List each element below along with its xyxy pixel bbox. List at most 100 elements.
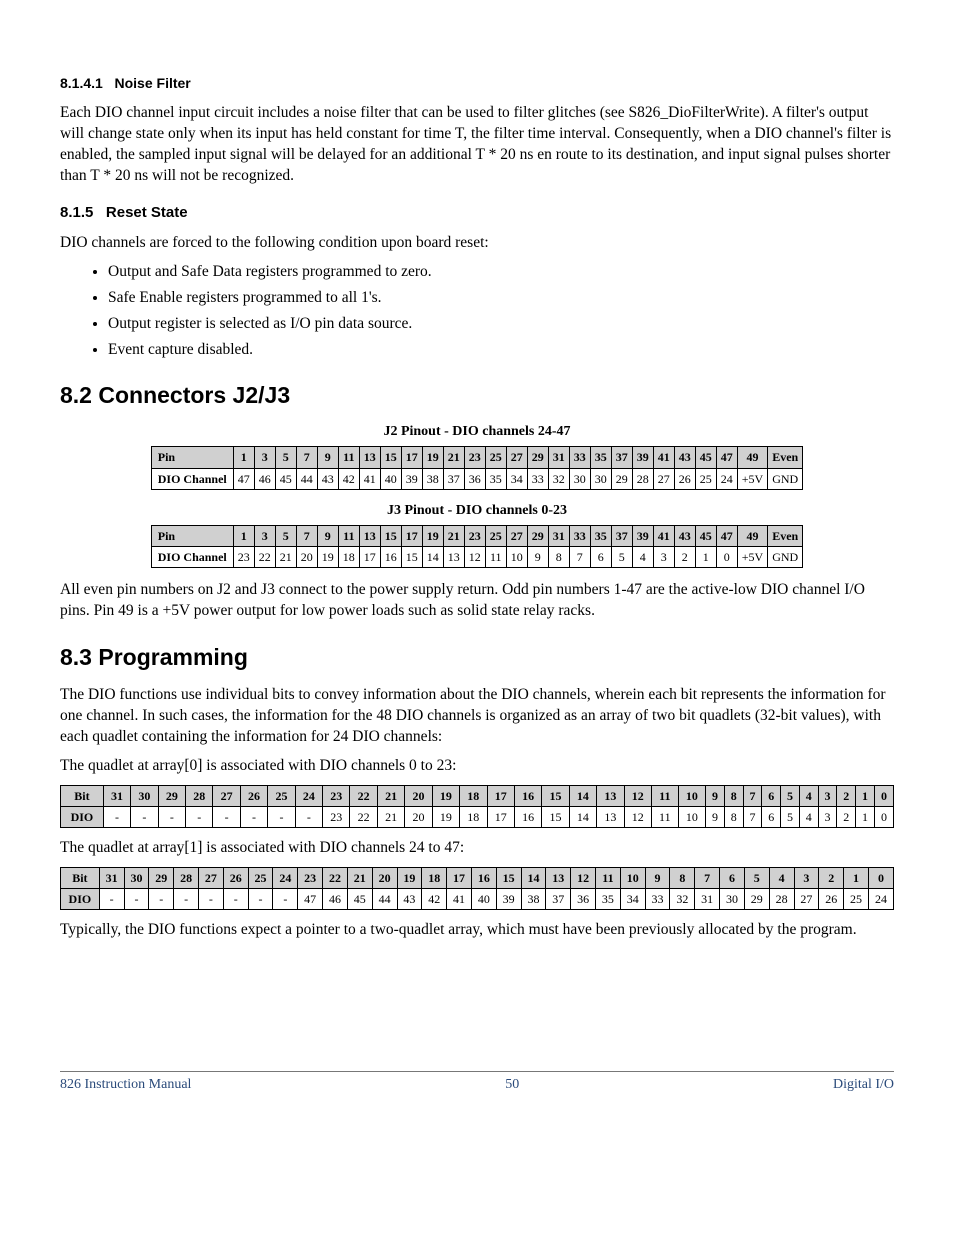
bit-cell: 18 [422,867,447,888]
quad0-caption: The quadlet at array[0] is associated wi… [60,756,894,777]
dio-cell: - [131,806,158,827]
bit-cell: 7 [743,785,762,806]
dio-cell: 23 [233,546,254,567]
section-number: 8.2 [60,382,92,408]
dio-cell: 37 [546,889,571,910]
pin-cell: 11 [338,525,359,546]
bit-cell: 1 [844,867,869,888]
footer-left: 826 Instruction Manual [60,1076,191,1095]
dio-cell: 7 [743,806,762,827]
programming-para1: The DIO functions use individual bits to… [60,685,894,748]
bit-cell: 25 [268,785,295,806]
bit-cell: 13 [597,785,624,806]
dio-cell: 3 [653,546,674,567]
bit-cell: 28 [174,867,199,888]
section-number: 8.3 [60,644,92,670]
dio-cell: 40 [380,468,401,489]
dio-cell: 42 [422,889,447,910]
bit-cell: 1 [856,785,875,806]
bit-cell: 2 [819,867,844,888]
dio-cell: 26 [819,889,844,910]
dio-cell: 3 [818,806,837,827]
dio-cell: 27 [794,889,819,910]
pin-cell: 23 [464,447,485,468]
pin-cell: 45 [695,525,716,546]
pin-cell: 9 [317,525,338,546]
bit-cell: 2 [837,785,856,806]
dio-cell: 21 [377,806,404,827]
table-caption-j3: J3 Pinout - DIO channels 0-23 [60,502,894,521]
dio-cell: 10 [506,546,527,567]
dio-cell: 9 [527,546,548,567]
dio-cell: 25 [844,889,869,910]
pin-cell: 25 [485,525,506,546]
dio-cell: 2 [837,806,856,827]
bit-cell: 17 [487,785,514,806]
bit-cell: 19 [432,785,459,806]
dio-cell: 7 [569,546,590,567]
dio-cell: 24 [716,468,737,489]
dio-cell: - [268,806,295,827]
dio-cell: 8 [724,806,743,827]
bit-cell: 30 [124,867,149,888]
dio-cell: 41 [447,889,472,910]
dio-cell: 30 [569,468,590,489]
pin-cell: 19 [422,447,443,468]
dio-cell: - [186,806,213,827]
bit-cell: 23 [323,785,350,806]
pin-cell: 27 [506,525,527,546]
dio-cell: 11 [651,806,678,827]
dio-cell: - [103,806,130,827]
dio-cell: - [295,806,322,827]
connectors-note: All even pin numbers on J2 and J3 connec… [60,580,894,622]
bit-cell: 10 [620,867,645,888]
dio-cell: 9 [706,806,725,827]
bit-cell: 5 [744,867,769,888]
row-label-pin: Pin [151,525,233,546]
pin-cell: 43 [674,447,695,468]
dio-cell: 25 [695,468,716,489]
dio-cell: 23 [323,806,350,827]
bit-cell: 24 [273,867,298,888]
section-number: 8.1.5 [60,204,93,221]
dio-cell: 18 [338,546,359,567]
pin-cell: 49 [737,525,767,546]
dio-cell: GND [768,546,803,567]
dio-cell: 36 [571,889,596,910]
pin-cell: 17 [401,447,422,468]
bit-cell: 19 [397,867,422,888]
dio-cell: 32 [670,889,695,910]
dio-cell: - [199,889,224,910]
reset-state-intro: DIO channels are forced to the following… [60,233,894,254]
bit-cell: 29 [149,867,174,888]
pin-cell: 47 [716,447,737,468]
bit-cell: 4 [799,785,818,806]
dio-cell: - [99,889,124,910]
dio-cell: 27 [653,468,674,489]
dio-cell: 10 [678,806,705,827]
pin-cell: 39 [632,525,653,546]
pin-cell: 41 [653,447,674,468]
bit-cell: 31 [103,785,130,806]
dio-cell: 20 [296,546,317,567]
dio-cell: 21 [275,546,296,567]
pin-cell: 39 [632,447,653,468]
dio-cell: 19 [317,546,338,567]
dio-cell: 44 [372,889,397,910]
dio-cell: 43 [317,468,338,489]
dio-cell: 47 [233,468,254,489]
bit-cell: 26 [223,867,248,888]
bit-cell: 16 [471,867,496,888]
bit-cell: 28 [186,785,213,806]
bit-cell: 29 [158,785,185,806]
table-caption-j2: J2 Pinout - DIO channels 24-47 [60,423,894,442]
dio-cell: 44 [296,468,317,489]
pin-cell: 49 [737,447,767,468]
dio-cell: 15 [401,546,422,567]
dio-cell: 12 [624,806,651,827]
dio-cell: 5 [611,546,632,567]
dio-cell: 31 [695,889,720,910]
bit-cell: 3 [794,867,819,888]
section-title: Connectors J2/J3 [98,382,290,408]
bit-cell: 10 [678,785,705,806]
